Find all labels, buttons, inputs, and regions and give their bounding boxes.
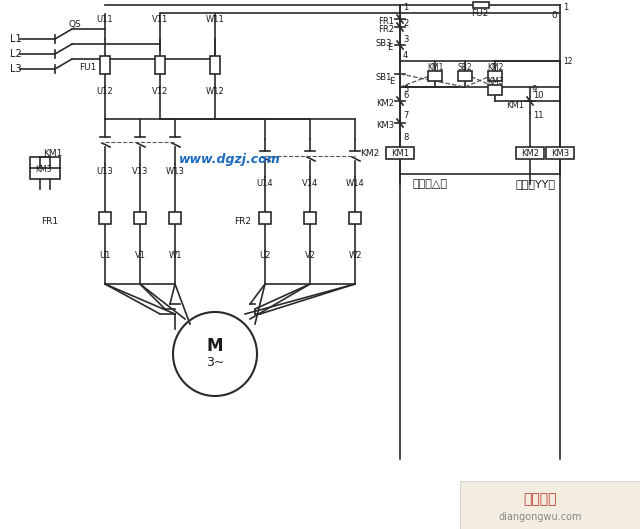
Bar (458, 71, 472, 81)
Text: 5: 5 (403, 86, 408, 95)
Text: diangongwu.com: diangongwu.com (499, 512, 582, 522)
Text: FR2: FR2 (378, 24, 394, 33)
Bar (386, 147, 414, 159)
Bar (349, 212, 361, 224)
Text: www.dgzj.com: www.dgzj.com (179, 152, 281, 166)
Text: KM3: KM3 (376, 121, 394, 130)
Text: KM3: KM3 (551, 149, 569, 158)
Text: FR1: FR1 (42, 216, 59, 225)
Text: FR2: FR2 (234, 216, 252, 225)
Bar (169, 212, 181, 224)
Text: KM1: KM1 (391, 149, 409, 158)
Bar (259, 212, 271, 224)
Bar (488, 85, 502, 95)
Text: QS: QS (68, 21, 81, 30)
Bar (473, 2, 489, 8)
Bar (516, 147, 544, 159)
Text: 3~: 3~ (206, 355, 224, 369)
Text: KM1: KM1 (44, 150, 63, 159)
Text: FU1: FU1 (79, 63, 97, 72)
Text: 电工之屋: 电工之屋 (524, 492, 557, 506)
Text: KM2: KM2 (360, 150, 380, 159)
Text: 6: 6 (403, 90, 408, 99)
Text: KM2: KM2 (521, 149, 539, 158)
Text: W12: W12 (205, 87, 225, 96)
Bar (100, 56, 110, 74)
Text: V1: V1 (134, 251, 145, 260)
Text: KM3: KM3 (36, 165, 52, 174)
Text: 4: 4 (403, 50, 408, 59)
Text: 3: 3 (403, 34, 408, 43)
Text: 9: 9 (532, 86, 537, 95)
Bar (30, 157, 60, 179)
Bar (99, 212, 111, 224)
Text: W2: W2 (348, 251, 362, 260)
Text: U13: U13 (97, 167, 113, 176)
Bar (460, 481, 640, 529)
Text: KM3: KM3 (487, 77, 503, 86)
Text: W13: W13 (166, 167, 184, 176)
Text: SB3: SB3 (376, 39, 392, 48)
Text: 7: 7 (403, 112, 408, 121)
Text: 11: 11 (533, 112, 543, 121)
Bar (304, 212, 316, 224)
Text: V2: V2 (305, 251, 316, 260)
Text: KM1: KM1 (427, 62, 443, 71)
Text: U11: U11 (97, 14, 113, 23)
Text: KM2: KM2 (376, 98, 394, 107)
Text: V11: V11 (152, 14, 168, 23)
Text: 1: 1 (563, 3, 568, 12)
Text: 1: 1 (403, 3, 408, 12)
Text: W14: W14 (346, 179, 364, 188)
Text: U2: U2 (259, 251, 271, 260)
Text: W1: W1 (168, 251, 182, 260)
Text: 0: 0 (551, 12, 557, 21)
Text: U1: U1 (99, 251, 111, 260)
Text: U12: U12 (97, 87, 113, 96)
Text: W11: W11 (205, 14, 225, 23)
Bar (210, 56, 220, 74)
Bar (428, 71, 442, 81)
Text: V13: V13 (132, 167, 148, 176)
Text: KM2: KM2 (487, 62, 503, 71)
Text: 10: 10 (533, 90, 543, 99)
Text: 高速（YY）: 高速（YY） (515, 179, 555, 189)
Bar (546, 147, 574, 159)
Text: 12: 12 (563, 57, 573, 66)
Text: 低速（△）: 低速（△） (413, 179, 447, 189)
Text: 2: 2 (403, 19, 408, 28)
Text: 8: 8 (403, 133, 408, 142)
Text: SB2: SB2 (458, 62, 472, 71)
Text: M: M (207, 337, 223, 355)
Text: L1: L1 (10, 34, 22, 44)
Text: U14: U14 (257, 179, 273, 188)
Text: SB1: SB1 (376, 72, 392, 81)
Bar (134, 212, 146, 224)
Text: V14: V14 (302, 179, 318, 188)
Text: KM1: KM1 (506, 101, 524, 110)
Text: L2: L2 (10, 49, 22, 59)
Text: L3: L3 (10, 64, 22, 74)
Bar (488, 71, 502, 81)
Text: E: E (388, 77, 394, 86)
Text: E: E (387, 42, 392, 51)
Text: FU2: FU2 (472, 8, 488, 17)
Text: V12: V12 (152, 87, 168, 96)
Bar (155, 56, 165, 74)
Text: FR1: FR1 (378, 16, 394, 25)
